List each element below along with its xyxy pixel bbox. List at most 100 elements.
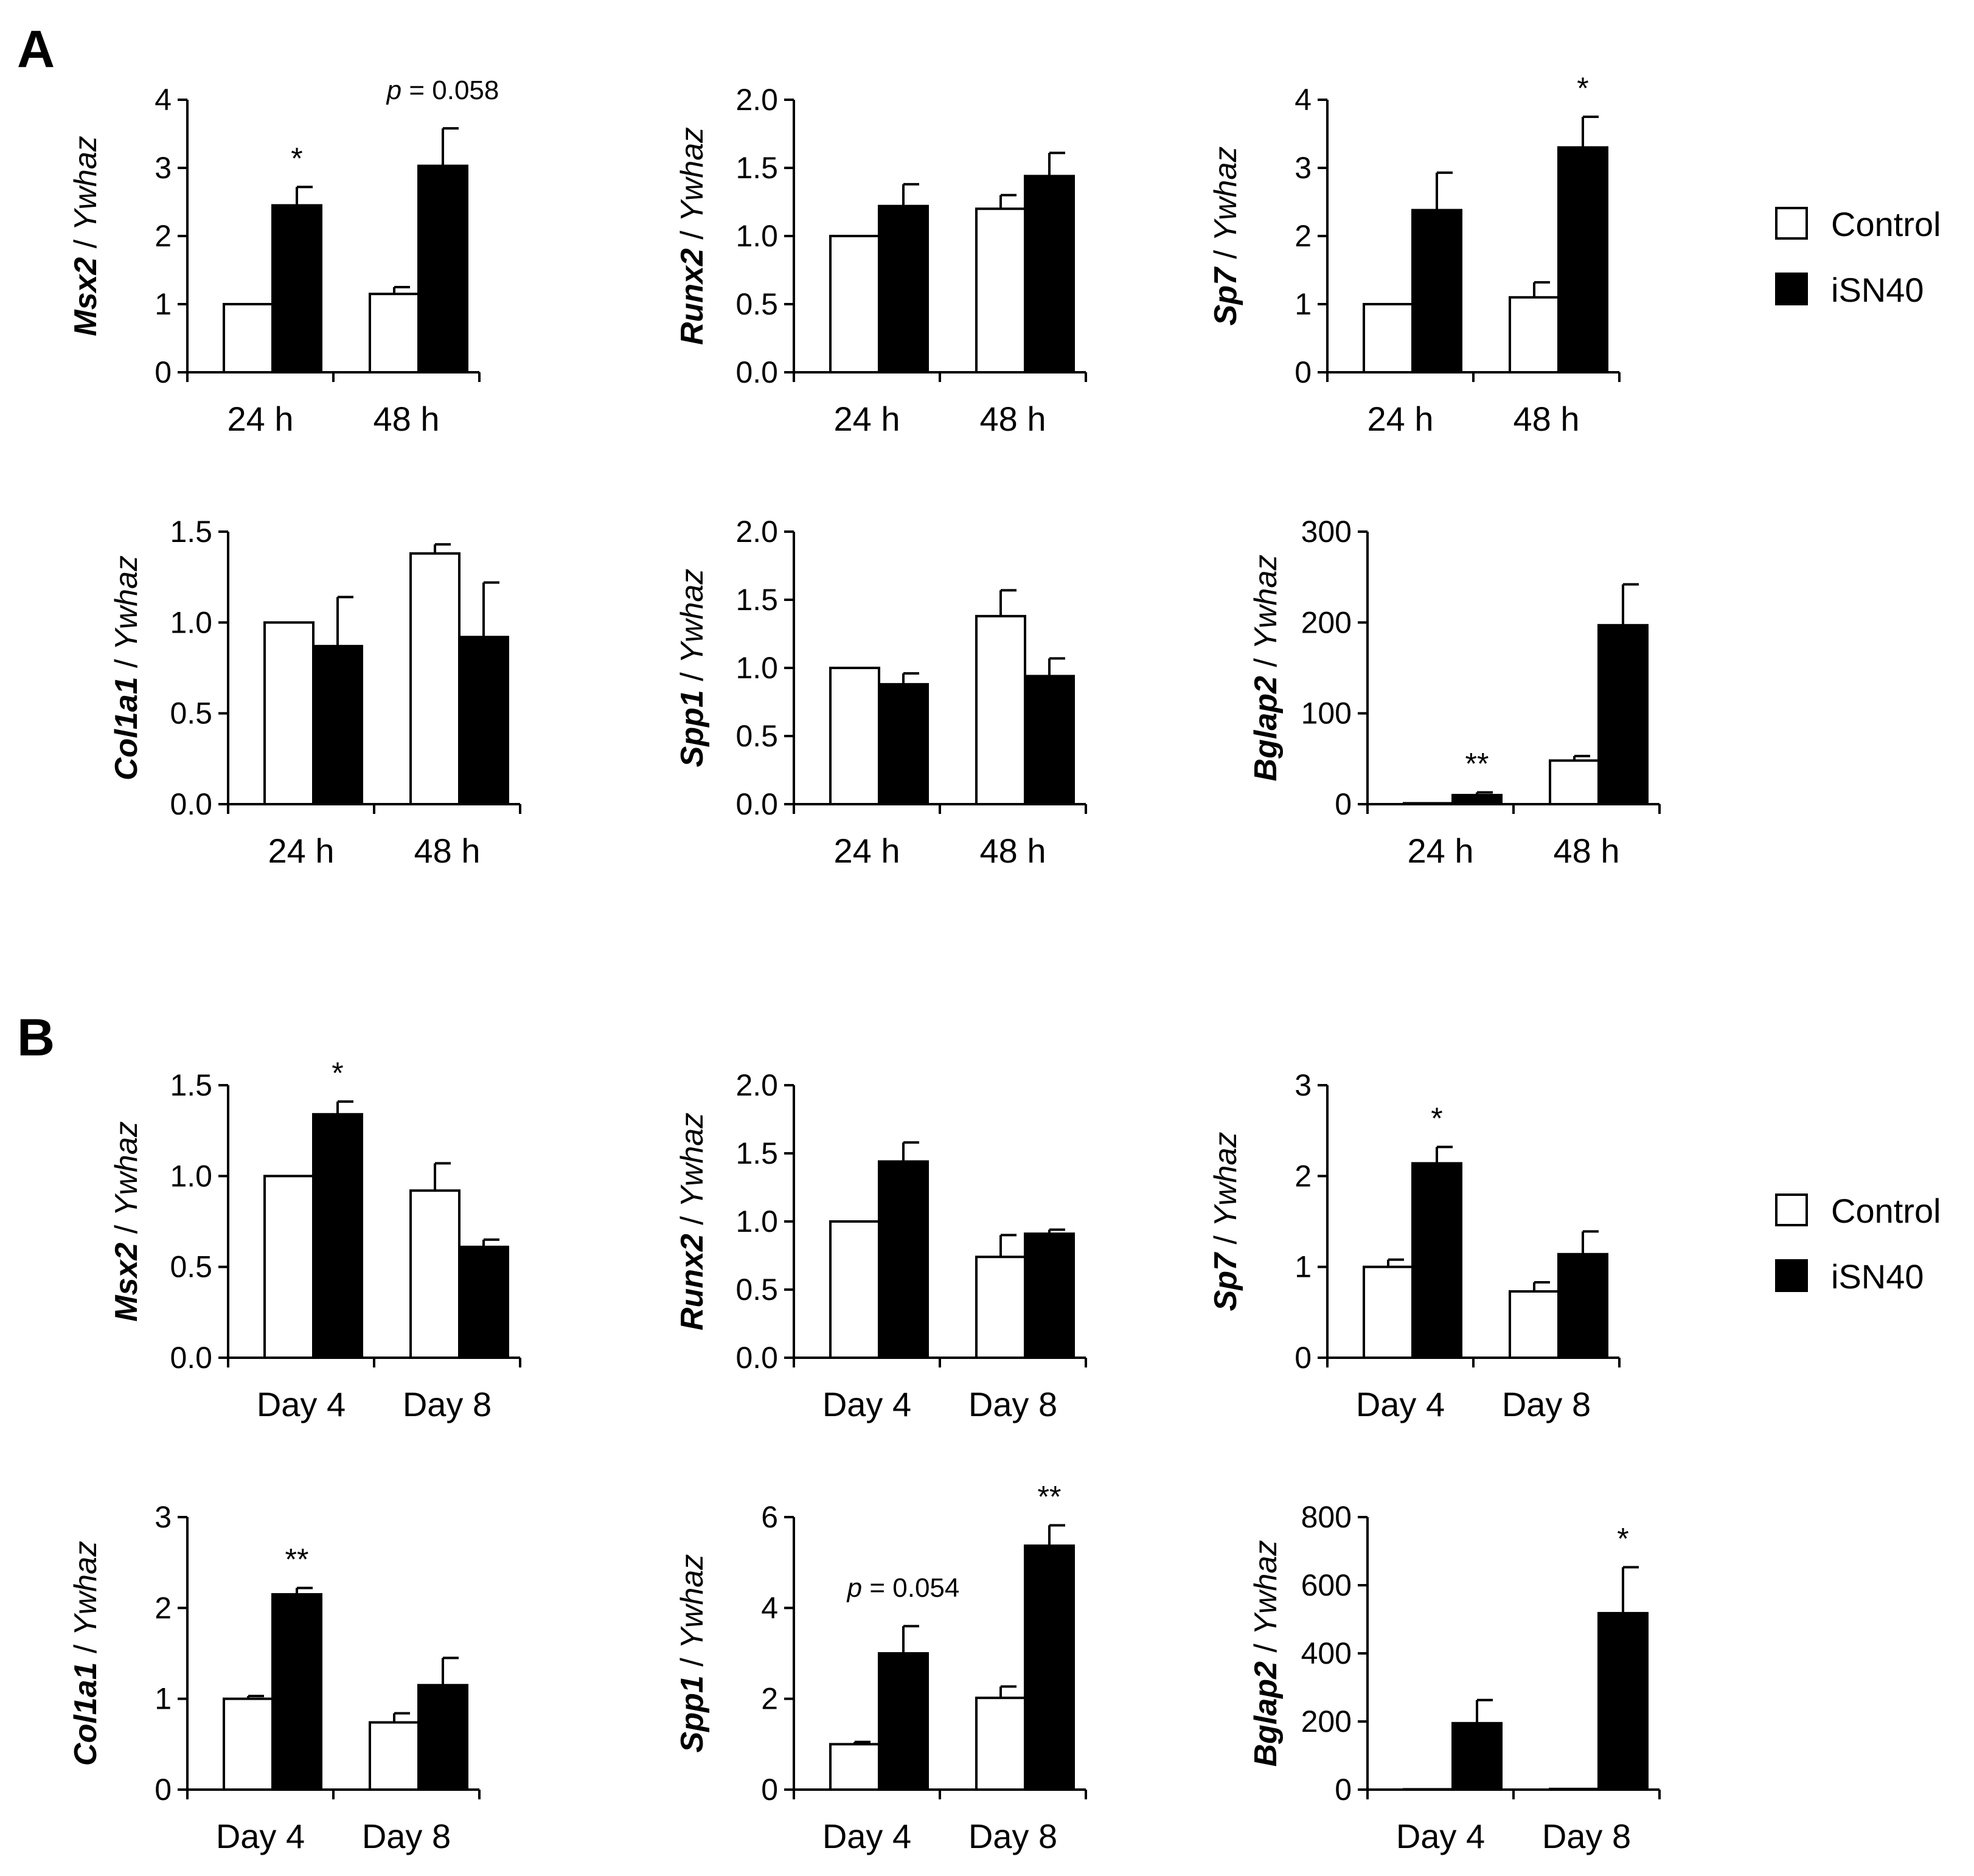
- legend-control-swatch: [1775, 1193, 1808, 1226]
- legend-isn40-label: iSN40: [1831, 1257, 1924, 1296]
- bar-control-day-8: [1549, 1787, 1600, 1791]
- y-axis-reference-gene: Ywhaz: [68, 1541, 103, 1636]
- y-tick-label: 0.0: [735, 355, 778, 389]
- bar-control-day-8: [975, 1697, 1026, 1791]
- y-axis-gene-name: Col1a1: [109, 676, 144, 780]
- x-tick-label: Day 8: [403, 1385, 492, 1423]
- x-tick-label: Day 4: [822, 1817, 911, 1855]
- bar-control-day-8: [975, 1256, 1026, 1359]
- y-axis-divider: /: [675, 1207, 710, 1234]
- x-tick-label: 48 h: [1554, 832, 1620, 870]
- legend-isn40-swatch: [1775, 273, 1808, 305]
- chart-a-bglap2: 0 100 200 300 24 h 48 h Bglap2 / Ywhaz **: [1248, 515, 1661, 870]
- chart-b-bglap2: 0 200 400 600 800 Day 4 Day 8 Bglap2 / Ywhaz *: [1248, 1500, 1661, 1855]
- bar-isn40-48-h: [1597, 624, 1649, 806]
- significance-marker: *: [291, 141, 302, 175]
- y-tick-label: 0: [155, 1773, 172, 1807]
- bar-isn40-24-h: [1451, 794, 1503, 805]
- y-tick-label: 2: [761, 1682, 778, 1716]
- y-tick-label: 200: [1301, 605, 1352, 639]
- y-tick-label: 0.5: [735, 719, 778, 753]
- x-tick-label: 24 h: [1368, 400, 1434, 438]
- y-tick-label: 2.0: [735, 515, 778, 549]
- y-axis-divider: /: [1208, 1227, 1243, 1253]
- chart-b-msx2: 0.0 0.5 1.0 1.5 Day 4 Day 8 Msx2 / Ywhaz *: [109, 1056, 521, 1423]
- bar-control-48-h: [975, 614, 1026, 805]
- p-value-label: p = 0.058: [386, 75, 499, 105]
- bar-isn40-day-8: [417, 1684, 468, 1791]
- y-tick-label: 3: [1295, 1068, 1312, 1102]
- bar-isn40-day-4: [312, 1113, 363, 1359]
- y-tick-label: 0: [1295, 355, 1312, 389]
- y-axis-divider: /: [68, 231, 103, 257]
- y-axis-gene-name: Sp7: [1208, 266, 1243, 325]
- significance-marker: **: [1038, 1479, 1062, 1513]
- y-axis-reference-gene: Ywhaz: [1208, 147, 1243, 241]
- y-axis-divider: /: [68, 1636, 103, 1662]
- y-tick-label: 1.5: [735, 583, 778, 617]
- y-tick-label: 0.5: [170, 1250, 212, 1284]
- y-axis-label: Runx2 / Ywhaz: [675, 1113, 710, 1330]
- bar-control-48-h: [409, 552, 460, 806]
- x-tick-label: Day 4: [216, 1817, 305, 1855]
- bar-isn40-48-h: [417, 164, 468, 373]
- y-axis-reference-gene: Ywhaz: [675, 569, 710, 664]
- y-axis-gene-name: Msx2: [109, 1243, 144, 1322]
- bar-isn40-24-h: [312, 645, 363, 806]
- y-tick-label: 0: [1335, 787, 1352, 821]
- y-axis-reference-gene: Ywhaz: [1248, 1540, 1284, 1635]
- y-tick-label: 3: [155, 151, 172, 185]
- bar-control-day-8: [409, 1189, 460, 1360]
- bar-control-day-4: [223, 1697, 274, 1791]
- x-tick-label: Day 4: [1396, 1817, 1485, 1855]
- x-tick-label: Day 8: [1502, 1385, 1591, 1423]
- y-tick-label: 1.0: [735, 1204, 778, 1239]
- bar-isn40-24-h: [271, 204, 322, 373]
- x-tick-label: Day 4: [1356, 1385, 1445, 1423]
- y-axis-label: Sp7 / Ywhaz: [1208, 1132, 1243, 1311]
- significance-marker: **: [1465, 747, 1489, 781]
- bar-isn40-24-h: [1411, 209, 1462, 373]
- bar-isn40-48-h: [458, 636, 509, 806]
- bar-isn40-48-h: [1024, 175, 1075, 373]
- x-tick-label: 24 h: [1408, 832, 1474, 870]
- y-tick-label: 100: [1301, 697, 1352, 731]
- y-tick-label: 1.0: [735, 219, 778, 253]
- y-axis-gene-name: Runx2: [675, 1234, 710, 1330]
- y-tick-label: 0.0: [735, 1341, 778, 1375]
- y-tick-label: 1: [1295, 287, 1312, 321]
- y-axis-reference-gene: Ywhaz: [109, 555, 144, 650]
- y-tick-label: 300: [1301, 515, 1352, 549]
- y-tick-label: 2: [155, 1591, 172, 1625]
- bar-control-24-h: [829, 667, 880, 805]
- y-tick-label: 400: [1301, 1636, 1352, 1670]
- legend-control-label: Control: [1831, 205, 1941, 243]
- x-tick-label: Day 8: [968, 1385, 1057, 1423]
- y-tick-label: 2: [1295, 219, 1312, 253]
- legend-isn40-label: iSN40: [1831, 271, 1924, 309]
- x-tick-label: 48 h: [1514, 400, 1580, 438]
- y-axis-label: Spp1 / Ywhaz: [675, 569, 710, 768]
- y-tick-label: 3: [1295, 151, 1312, 185]
- x-tick-label: Day 4: [257, 1385, 346, 1423]
- significance-marker: *: [1617, 1521, 1628, 1555]
- x-tick-label: 24 h: [834, 400, 900, 438]
- x-tick-label: 48 h: [980, 832, 1046, 870]
- y-axis-divider: /: [1208, 241, 1243, 268]
- bar-control-48-h: [1549, 759, 1600, 805]
- y-tick-label: 1.0: [735, 651, 778, 685]
- bar-isn40-day-4: [271, 1593, 322, 1791]
- y-tick-label: 800: [1301, 1500, 1352, 1534]
- y-axis-reference-gene: Ywhaz: [675, 127, 710, 222]
- y-tick-label: 0: [761, 1773, 778, 1807]
- y-axis-divider: /: [1248, 1635, 1284, 1661]
- bar-isn40-day-4: [878, 1160, 929, 1359]
- y-tick-label: 1: [155, 1682, 172, 1716]
- y-tick-label: 1.0: [170, 1159, 212, 1193]
- chart-b-runx2: 0.0 0.5 1.0 1.5 2.0 Day 4 Day 8 Runx2 / Ywhaz: [675, 1068, 1087, 1423]
- y-tick-label: 0.0: [170, 787, 212, 821]
- y-axis-reference-gene: Ywhaz: [675, 1113, 710, 1207]
- y-axis-label: Runx2 / Ywhaz: [675, 127, 710, 345]
- y-axis-gene-name: Col1a1: [68, 1662, 103, 1766]
